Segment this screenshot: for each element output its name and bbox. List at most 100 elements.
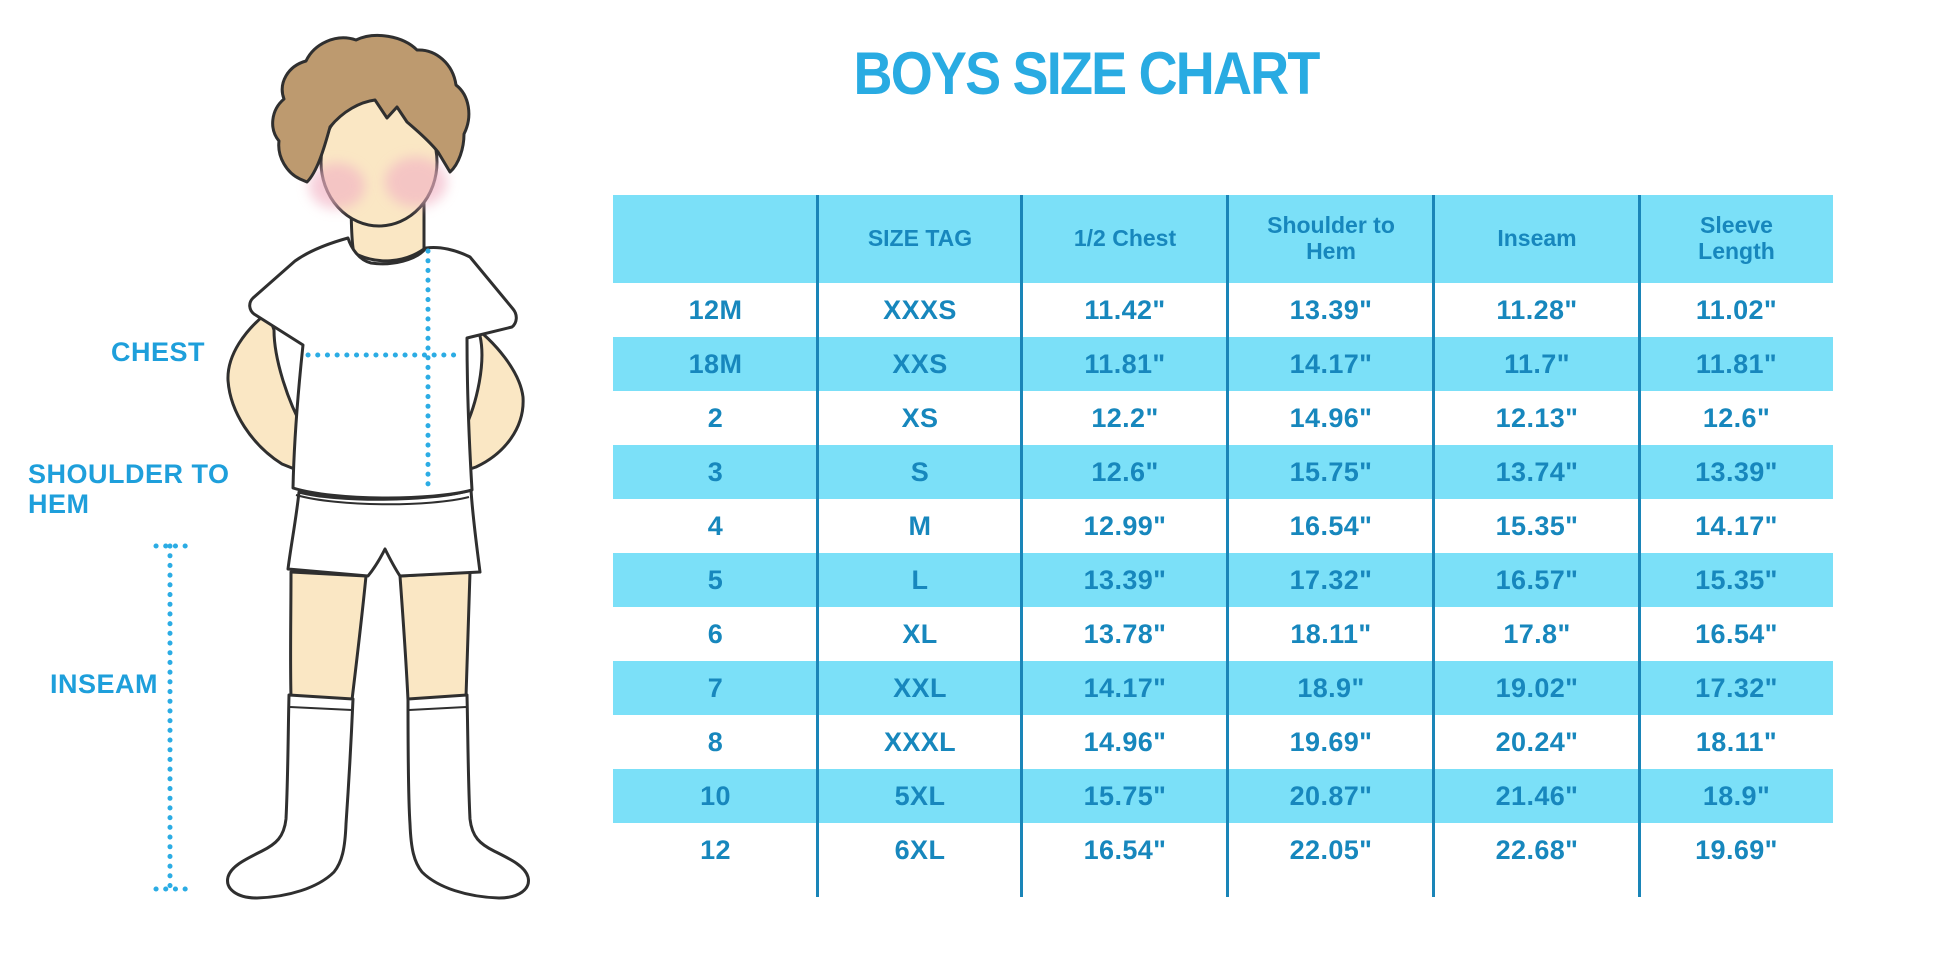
- table-cell: 14.17": [1695, 510, 1778, 541]
- table-cell: 15.75": [1083, 780, 1167, 811]
- table-cell: 18.9": [1297, 672, 1365, 703]
- table-cell: XXXL: [883, 726, 957, 757]
- table-row: 6 XL 13.78" 18.11" 17.8" 16.54": [613, 607, 1833, 661]
- table-cell: 20.24": [1495, 726, 1579, 757]
- table-cell: XL: [902, 618, 938, 649]
- table-row: 18M XXS 11.81" 14.17" 11.7" 11.81": [613, 337, 1833, 391]
- table-cell: 13.78": [1083, 618, 1167, 649]
- table-cell: 18.11": [1290, 618, 1372, 649]
- table-row: 12M XXXS 11.42" 13.39" 11.28" 11.02": [613, 283, 1833, 337]
- table-cell: 16.54": [1083, 834, 1167, 865]
- table-cell: 11.81": [1695, 348, 1778, 379]
- table-row: 4 M 12.99" 16.54" 15.35" 14.17": [613, 499, 1833, 553]
- table-cell: 3: [707, 456, 724, 487]
- table-cell: 4: [707, 510, 724, 541]
- table-cell: 18.9": [1702, 780, 1771, 811]
- table-cell: 17.32": [1289, 564, 1373, 595]
- table-cell: XS: [901, 402, 939, 433]
- hair: [271, 33, 471, 184]
- table-cell: 12: [700, 834, 731, 865]
- table-cell: 8: [707, 726, 724, 757]
- table-cell: 19.69": [1695, 834, 1778, 865]
- table-cell: 14.96": [1083, 726, 1167, 757]
- table-cell: 2: [707, 402, 724, 433]
- table-cell: XXS: [892, 348, 948, 379]
- table-cell: 11.42": [1084, 294, 1166, 325]
- header-cell: Sleeve Length: [1698, 212, 1775, 264]
- shoulder-to-hem-label: SHOULDER TO HEM: [28, 459, 230, 519]
- table-cell: 18M: [688, 348, 743, 379]
- right-blush: [385, 157, 447, 207]
- table-cell: L: [911, 564, 929, 595]
- table-row: 8 XXXL 14.96" 19.69" 20.24" 18.11": [613, 715, 1833, 769]
- table-cell: 13.39": [1289, 294, 1373, 325]
- table-cell: S: [910, 456, 930, 487]
- left-sock: [226, 693, 355, 900]
- right-sock: [406, 693, 530, 900]
- header-cell: Inseam: [1497, 225, 1577, 252]
- table-cell: XXXS: [883, 294, 957, 325]
- column-divider: [1432, 195, 1435, 897]
- table-cell: 5: [707, 564, 724, 595]
- table-cell: 19.69": [1289, 726, 1373, 757]
- table-cell: 14.17": [1289, 348, 1373, 379]
- table-cell: 14.96": [1289, 402, 1373, 433]
- table-cell: 22.68": [1495, 834, 1579, 865]
- table-cell: 17.8": [1503, 618, 1571, 649]
- right-sock-top-line: [408, 706, 467, 711]
- table-cell: 15.35": [1495, 510, 1579, 541]
- table-cell: 7: [707, 672, 724, 703]
- table-row: 12 6XL 16.54" 22.05" 22.68" 19.69": [613, 823, 1833, 877]
- header-cell: Shoulder to Hem: [1267, 212, 1395, 264]
- shirt: [248, 236, 518, 500]
- shirt-hem-line: [295, 494, 470, 506]
- table-cell: 17.32": [1695, 672, 1778, 703]
- boy-illustration: [153, 33, 530, 900]
- table-cell: 15.75": [1289, 456, 1373, 487]
- table-cell: 6XL: [894, 834, 946, 865]
- header-cell: [613, 195, 818, 283]
- table-header-row: SIZE TAG 1/2 Chest Shoulder to Hem Inseam Sl…: [613, 195, 1833, 283]
- page-title: BOYS SIZE CHART: [853, 40, 1321, 107]
- right-arm: [462, 320, 525, 473]
- table-cell: 14.17": [1083, 672, 1167, 703]
- table-cell: 12M: [688, 294, 743, 325]
- chest-label: CHEST: [110, 337, 205, 367]
- table-cell: 16.57": [1495, 564, 1579, 595]
- table-cell: 16.54": [1289, 510, 1373, 541]
- size-table: SIZE TAG 1/2 Chest Shoulder to Hem Inseam Sl…: [613, 195, 1833, 897]
- table-cell: 12.13": [1495, 402, 1579, 433]
- table-cell: 13.39": [1083, 564, 1167, 595]
- table-cell: 20.87": [1289, 780, 1373, 811]
- column-divider: [1226, 195, 1229, 897]
- table-cell: 11.02": [1695, 294, 1778, 325]
- table-cell: 13.74": [1495, 456, 1579, 487]
- header-cell: 1/2 Chest: [1073, 225, 1177, 252]
- table-cell: 19.02": [1495, 672, 1579, 703]
- table-cell: 12.99": [1083, 510, 1167, 541]
- table-cell: 12.2": [1091, 402, 1159, 433]
- table-cell: 10: [700, 780, 731, 811]
- table-row: 2 XS 12.2" 14.96" 12.13" 12.6": [613, 391, 1833, 445]
- left-leg: [289, 570, 368, 702]
- table-row: 3 S 12.6" 15.75" 13.74" 13.39": [613, 445, 1833, 499]
- table-cell: 11.7": [1504, 348, 1570, 379]
- shorts: [286, 488, 482, 578]
- table-cell: 12.6": [1091, 456, 1159, 487]
- left-blush: [309, 163, 365, 209]
- table-cell: 12.6": [1702, 402, 1771, 433]
- table-cell: 21.46": [1495, 780, 1579, 811]
- table-cell: 18.11": [1695, 726, 1778, 757]
- left-arm: [226, 310, 306, 474]
- table-row: 5 L 13.39" 17.32" 16.57" 15.35": [613, 553, 1833, 607]
- table-cell: 5XL: [894, 780, 946, 811]
- table-row: 7 XXL 14.17" 18.9" 19.02" 17.32": [613, 661, 1833, 715]
- column-divider: [1638, 195, 1641, 897]
- table-cell: XXL: [893, 672, 947, 703]
- inseam-label: INSEAM: [49, 669, 158, 699]
- table-cell: 15.35": [1695, 564, 1778, 595]
- table-cell: 13.39": [1695, 456, 1778, 487]
- table-cell: M: [908, 510, 932, 541]
- left-sock-top-line: [289, 706, 353, 711]
